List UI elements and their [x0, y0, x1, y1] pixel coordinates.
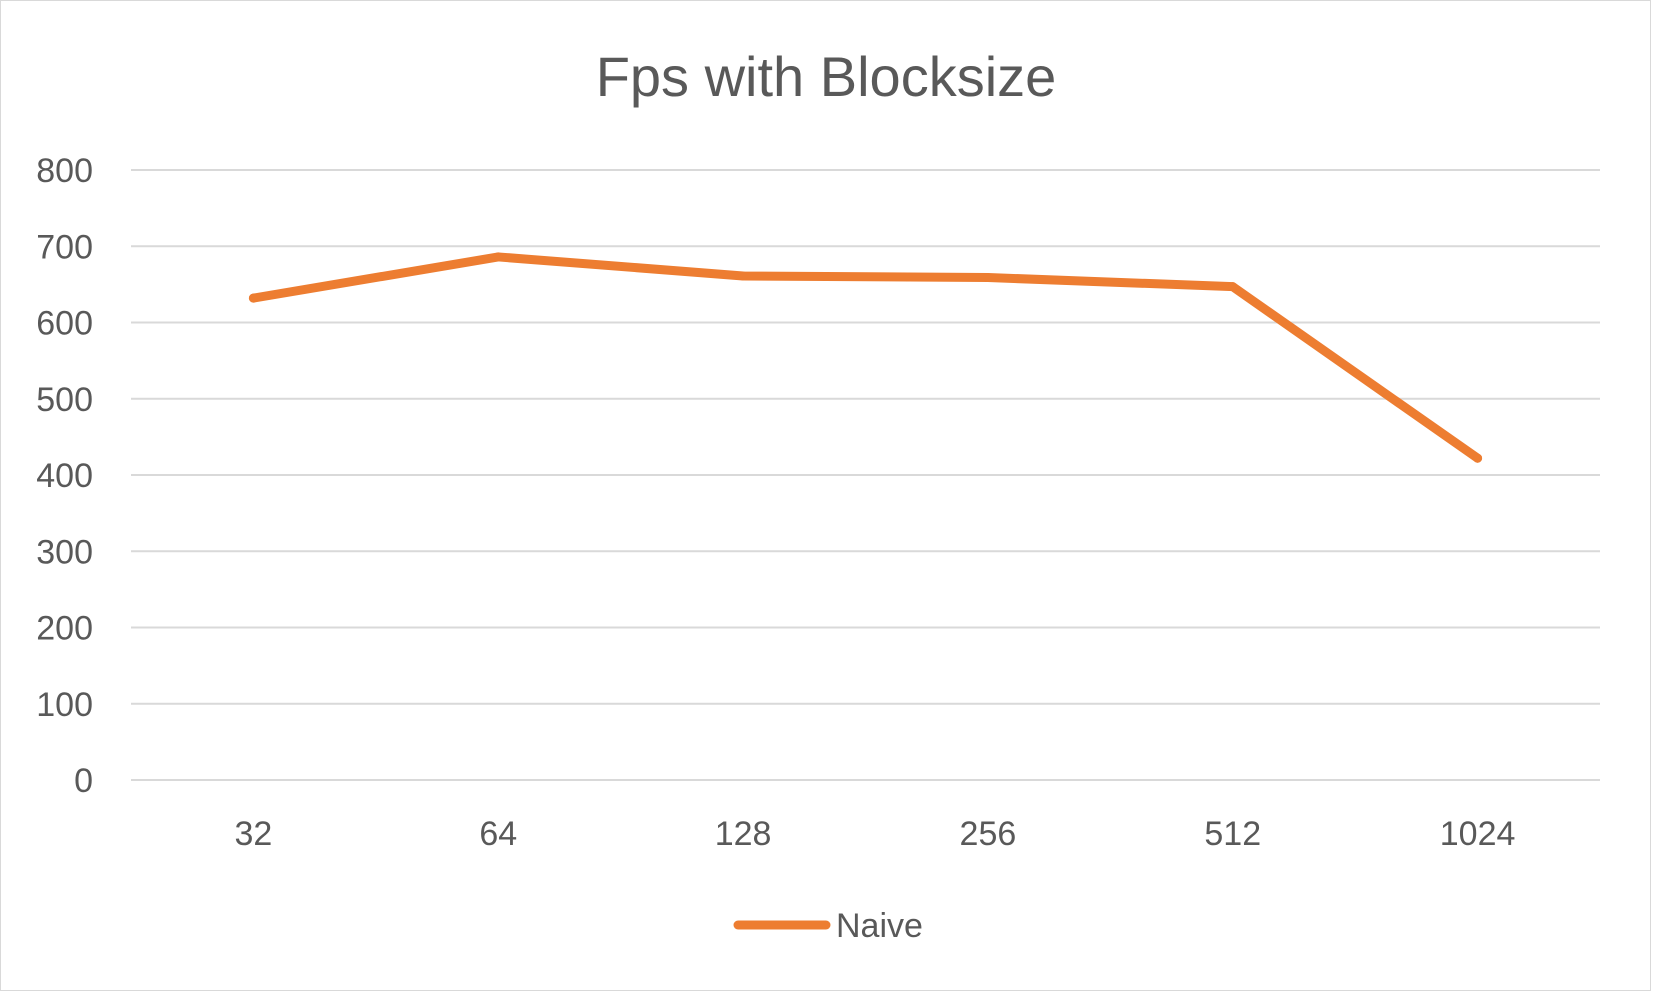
data-point: [1228, 282, 1238, 292]
data-point: [1473, 453, 1483, 463]
x-tick-label: 32: [235, 815, 273, 853]
data-point: [248, 293, 258, 303]
y-tick-label: 800: [36, 152, 93, 190]
x-tick-label: 64: [479, 815, 517, 853]
series-line-naive: [248, 252, 1483, 463]
y-tick-label: 700: [36, 228, 93, 266]
gridlines: [131, 169, 1600, 781]
legend-label: Naive: [836, 907, 923, 945]
x-tick-label: 256: [960, 815, 1017, 853]
chart-title: Fps with Blocksize: [596, 45, 1057, 108]
y-tick-label: 400: [36, 457, 93, 495]
y-tick-label: 300: [36, 533, 93, 571]
x-tick-label: 512: [1204, 815, 1261, 853]
y-tick-label: 200: [36, 610, 93, 648]
y-tick-label: 600: [36, 305, 93, 343]
data-point: [983, 273, 993, 283]
x-tick-label: 128: [715, 815, 772, 853]
y-tick-label: 100: [36, 686, 93, 724]
legend: Naive: [733, 907, 923, 945]
data-point: [738, 271, 748, 281]
series-layer: [248, 252, 1483, 463]
x-axis-ticks: 32 64 128 256 512 1024: [235, 815, 1516, 853]
y-tick-label: 500: [36, 381, 93, 419]
x-tick-label: 1024: [1440, 815, 1516, 853]
y-axis-ticks: 0 100 200 300 400 500 600 700 800: [36, 152, 93, 800]
data-point: [493, 252, 503, 262]
y-tick-label: 0: [74, 762, 93, 800]
